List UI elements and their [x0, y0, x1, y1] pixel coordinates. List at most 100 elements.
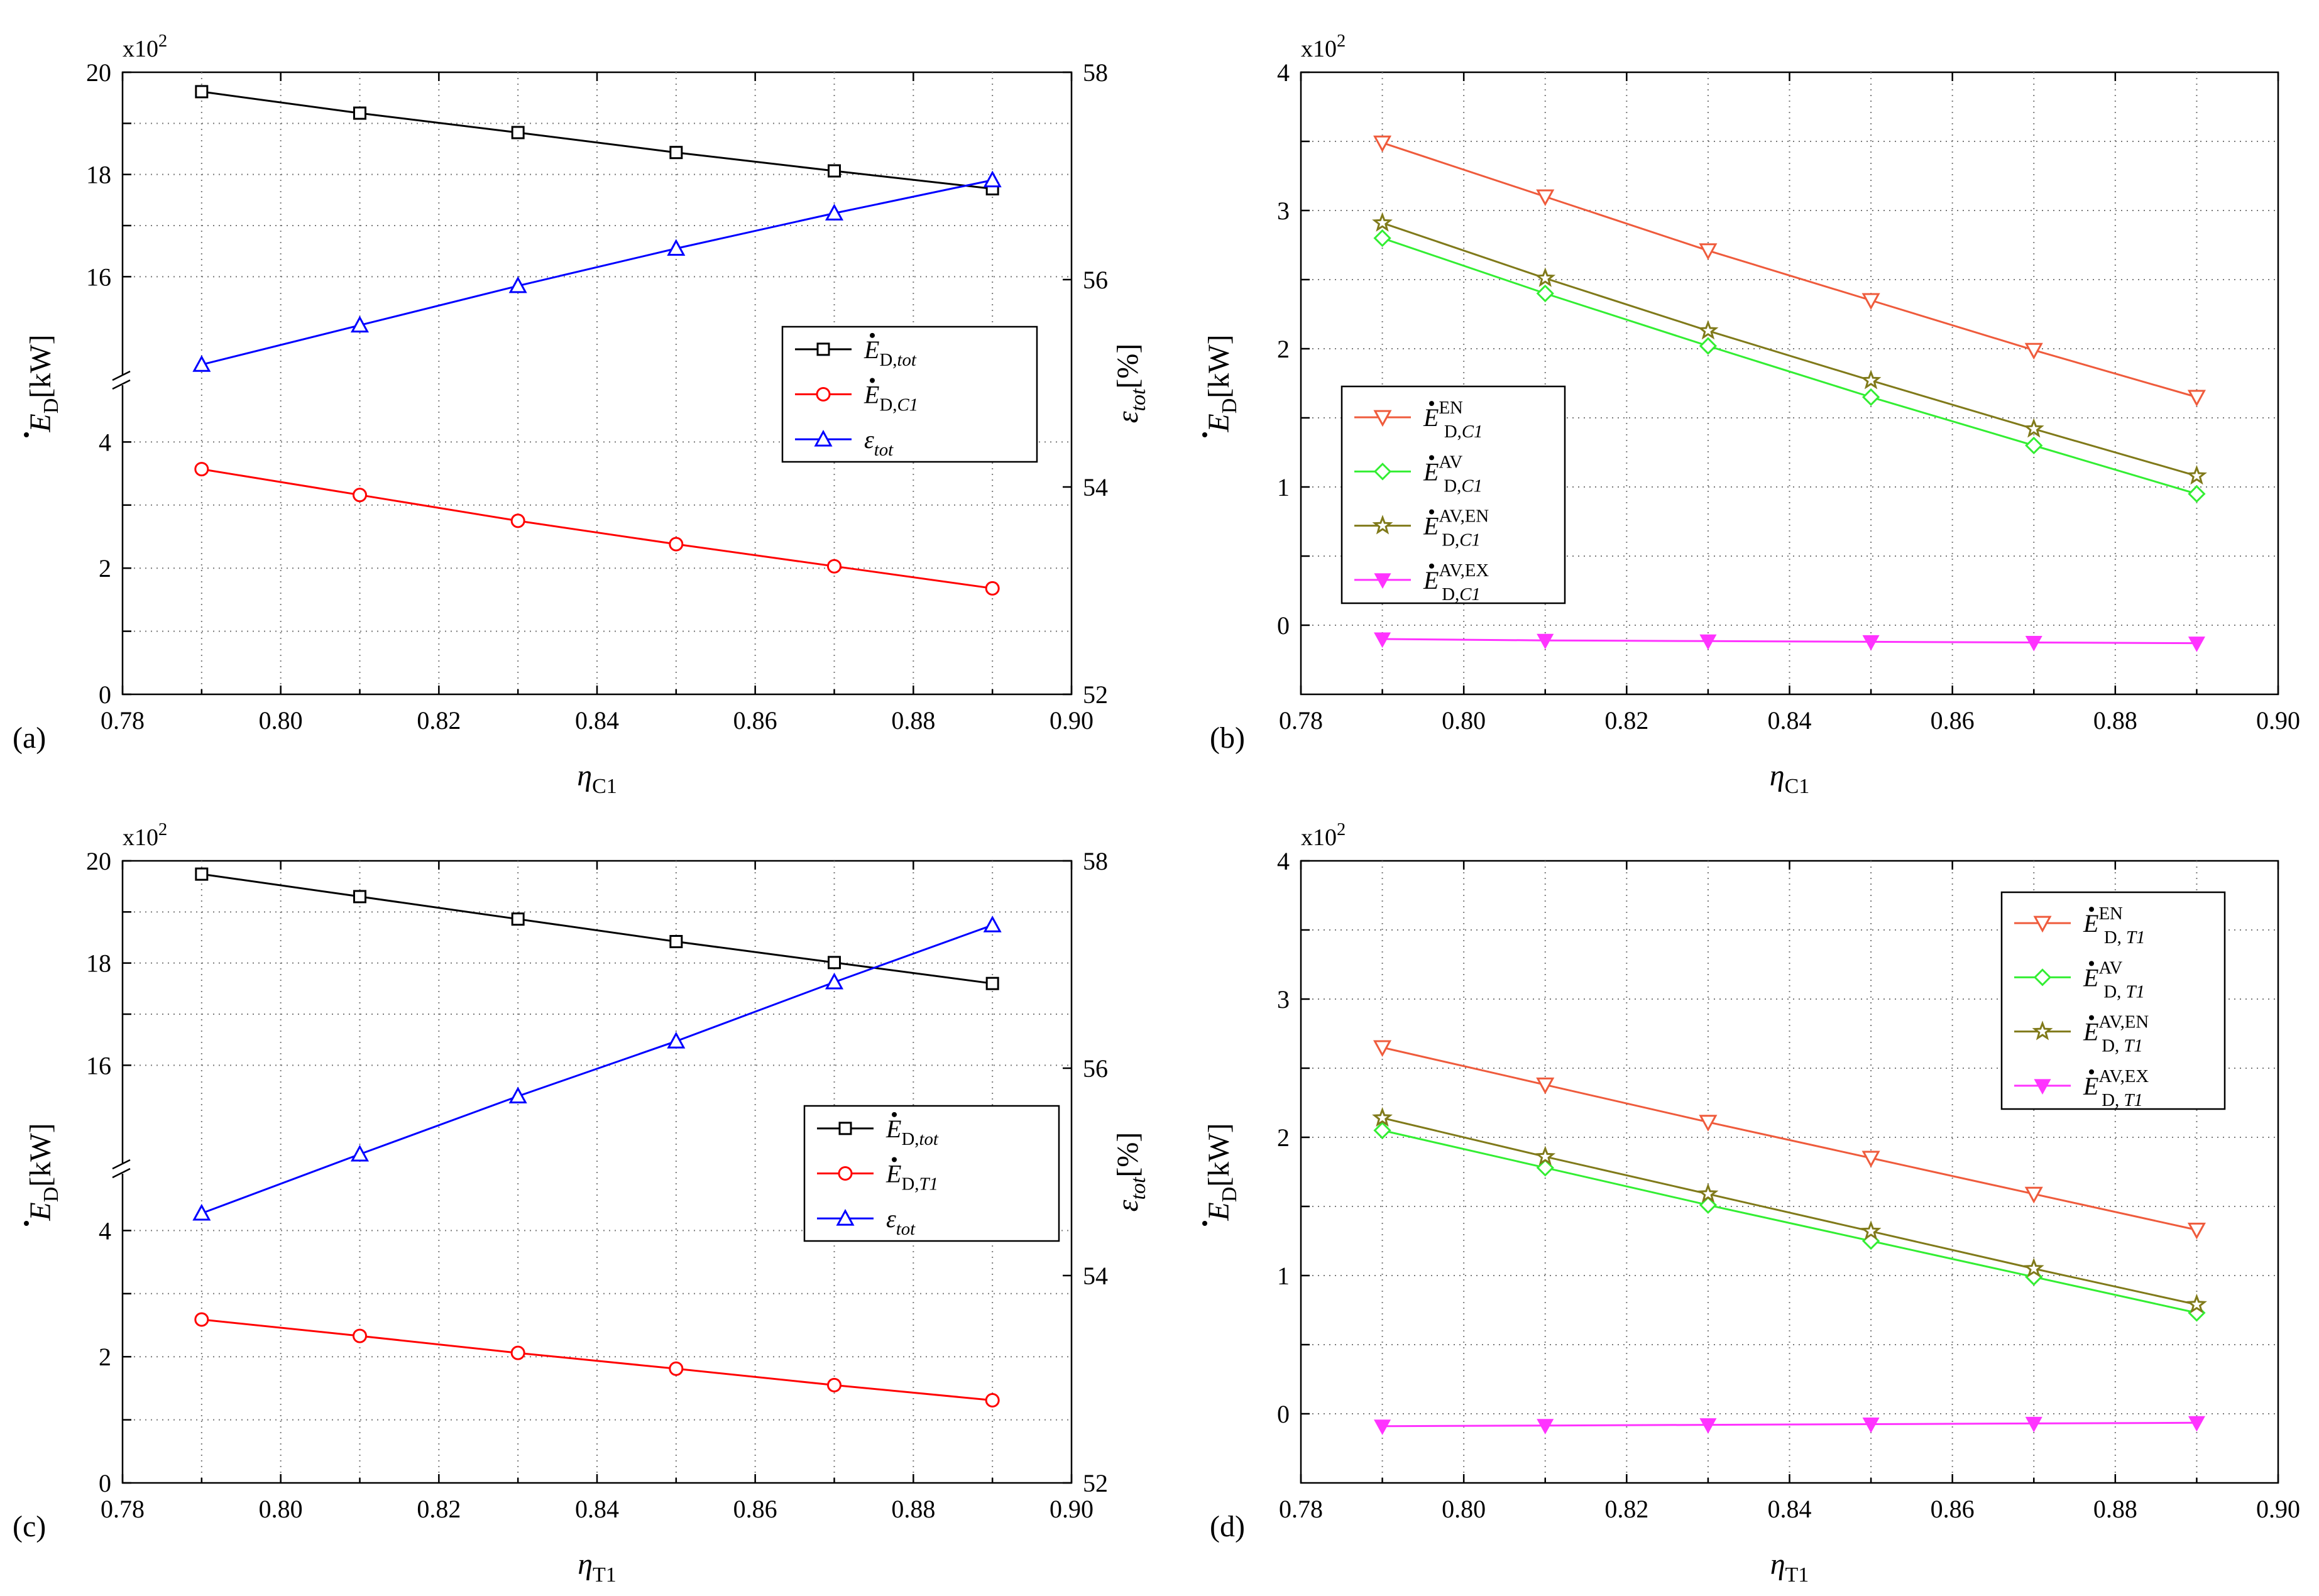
data-point [985, 976, 999, 990]
panel-c: 0.78 0.80 0.82 0.84 0.86 0.88 0.90 0 2 4 16 18 20 52 5… [13, 820, 1150, 1587]
data-point [667, 239, 686, 256]
subscript-italic: C1 [1462, 422, 1483, 442]
y-label-dot [24, 432, 29, 437]
legend-item: EAV,EX D, T1 [2014, 1066, 2149, 1110]
data-point [2023, 1257, 2044, 1277]
scale-base: x10 [123, 824, 158, 851]
data-point [195, 867, 209, 881]
series-0 [195, 867, 999, 990]
data-point [1861, 293, 1880, 310]
legend-label: ED,C1 [863, 381, 918, 415]
y-tick-label: 2 [1277, 335, 1290, 363]
data-point [1699, 1115, 1718, 1132]
series-line [1382, 1117, 2197, 1306]
data-point [1536, 1159, 1554, 1177]
superscript: AV,EN [2098, 1012, 2149, 1032]
data-point [2025, 1416, 2042, 1433]
y-tick-label: 16 [86, 263, 111, 291]
y-right-label-symbol: ε [1111, 411, 1144, 423]
scale-exponent: 2 [1337, 31, 1346, 51]
data-point [1536, 189, 1555, 207]
subscript: D, [1444, 422, 1462, 442]
y-right-label-unit: [%] [1111, 344, 1144, 389]
data-point [1699, 634, 1717, 650]
legend-subscript: tot [896, 1219, 916, 1239]
symbol-e: E [863, 381, 879, 409]
data-point [1374, 632, 1391, 648]
data-point [1373, 135, 1392, 153]
data-point [1536, 284, 1554, 303]
symbol-e: E [1423, 512, 1439, 540]
y-label-symbol: E [24, 1202, 57, 1221]
x-label-symbol: η [1770, 759, 1785, 792]
series-3 [1374, 1416, 2205, 1435]
symbol-e: E [2083, 909, 2098, 937]
y-label-dot [1202, 432, 1207, 437]
legend-label: EEN D, T1 [2083, 904, 2145, 948]
legend-label: EAV,EN D, T1 [2083, 1012, 2149, 1056]
y-right-tick-label: 54 [1083, 1262, 1108, 1290]
data-point [669, 146, 683, 160]
legend-item: EEN D,C1 [1354, 398, 1483, 442]
x-axis-label: ηC1 [577, 759, 617, 798]
data-point [194, 1312, 209, 1327]
data-point [350, 1144, 370, 1162]
legend-label: EAV D, T1 [2083, 958, 2145, 1002]
panel-label: (a) [13, 721, 46, 755]
symbol-e: E [1423, 403, 1439, 432]
legend-dot [2089, 907, 2094, 912]
data-point [983, 170, 1002, 188]
series-2 [1372, 212, 2207, 485]
data-point [195, 85, 209, 99]
symbol-e: E [2083, 963, 2098, 992]
legend-label: EAV,EX D,C1 [1423, 560, 1489, 604]
y-right-tick-label: 56 [1083, 266, 1108, 294]
subscript: D, [901, 1174, 919, 1194]
data-point [192, 355, 211, 372]
legend-dot [870, 332, 875, 338]
scale-base: x10 [1301, 36, 1337, 62]
data-point [1699, 1418, 1717, 1434]
y-label-unit: [kW] [24, 334, 57, 398]
subscript-italic: T1 [919, 1174, 938, 1194]
data-point [2186, 1293, 2207, 1314]
data-point [2024, 1186, 2043, 1204]
x-tick-label: 0.82 [417, 1495, 461, 1523]
y-tick-label: 0 [1277, 1400, 1290, 1428]
y-label-dot [24, 1221, 29, 1226]
superscript: EN [2098, 904, 2123, 924]
legend-label: EAV,EN D,C1 [1423, 506, 1489, 550]
legend-dot [892, 1112, 897, 1117]
legend-marker [2034, 1079, 2051, 1095]
y-axis-label: ED[kW] [24, 334, 63, 432]
x-tick-label: 0.86 [1931, 706, 1975, 735]
x-tick-label: 0.88 [2093, 1495, 2137, 1523]
y-right-tick-label: 54 [1083, 473, 1108, 501]
x-axis-label: ηT1 [578, 1548, 617, 1587]
legend-label: EAV D,C1 [1423, 452, 1483, 496]
legend-item: ED,T1 [817, 1157, 938, 1194]
x-label-subscript: T1 [593, 1563, 617, 1587]
y-right-tick-label: 52 [1083, 1469, 1108, 1497]
x-tick-label: 0.78 [101, 706, 145, 735]
data-point [2187, 1222, 2206, 1240]
axis-scale-label: x102 [1301, 820, 1346, 851]
superscript: AV [1439, 452, 1462, 472]
subscript: D, [879, 350, 897, 370]
series-line [1382, 1129, 2197, 1314]
data-point [1372, 212, 1393, 232]
legend-marker [814, 430, 833, 447]
y-label-unit: [kW] [1202, 334, 1236, 398]
subscript: D, [1444, 476, 1461, 496]
legend-marker [1372, 515, 1393, 535]
x-label-symbol: η [577, 759, 592, 792]
subscript-italic: T1 [2124, 1090, 2142, 1110]
y-tick-label: 18 [86, 949, 111, 978]
series-2 [192, 916, 1002, 1221]
data-point [669, 1361, 684, 1376]
data-point [2025, 636, 2042, 652]
data-point [667, 1031, 686, 1049]
legend-item: EAV,EX D,C1 [1354, 560, 1489, 604]
